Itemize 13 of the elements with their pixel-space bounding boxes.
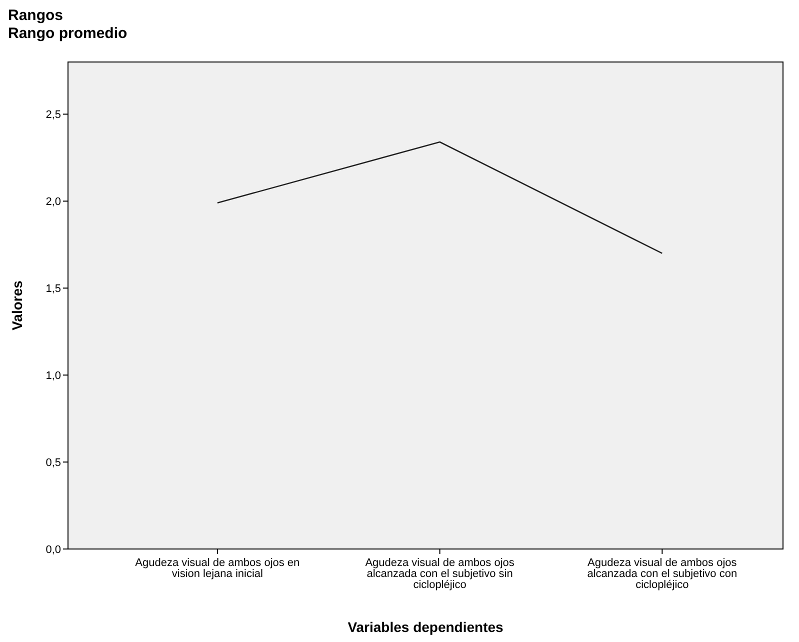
x-tick-label: Agudeza visual de ambos ojos en vision lejana inicial bbox=[135, 557, 300, 580]
chart-title: Rangos bbox=[8, 7, 64, 24]
y-tick-label: 2,0 bbox=[46, 196, 61, 208]
chart-subtitle: Rango promedio bbox=[8, 25, 128, 42]
y-axis-title: Valores bbox=[9, 280, 25, 330]
y-tick-label: 1,5 bbox=[46, 282, 61, 295]
x-tick-label: Agudeza visual de ambos ojos alcanzada con el subjetivo sin ciclopléjico bbox=[365, 557, 515, 591]
x-axis-title: Variables dependientes bbox=[348, 619, 504, 635]
y-tick-label: 0,5 bbox=[46, 456, 61, 469]
y-tick-label: 0,0 bbox=[46, 544, 61, 556]
y-tick-label: 2,5 bbox=[46, 109, 61, 122]
y-tick-label: 1,0 bbox=[46, 370, 61, 382]
x-tick-label: Agudeza visual de ambos ojos alcanzada con el subjetivo con ciclopléjico bbox=[587, 557, 738, 591]
